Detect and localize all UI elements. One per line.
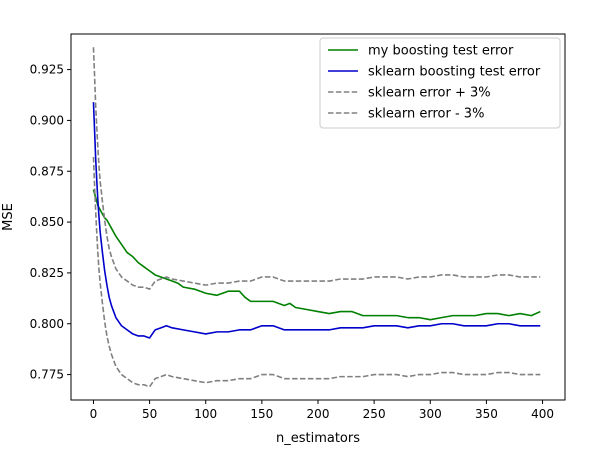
y-tick-label: 0.800 xyxy=(30,317,64,331)
legend-label-2: sklearn boosting test error xyxy=(368,65,541,80)
y-axis: 0.775 0.800 0.825 0.850 0.875 0.900 0.925 xyxy=(30,63,71,382)
y-tick-label: 0.925 xyxy=(30,63,64,77)
series-line-4 xyxy=(92,156,541,388)
series-line-3 xyxy=(92,47,541,290)
x-tick-label: 150 xyxy=(250,407,273,421)
y-tick-label: 0.900 xyxy=(30,113,64,127)
x-tick-label: 50 xyxy=(142,407,157,421)
legend-box xyxy=(319,37,561,129)
y-axis-label: MSE xyxy=(1,203,16,231)
y-tick-label: 0.850 xyxy=(30,215,64,229)
x-axis-label: n_estimators xyxy=(276,431,360,446)
x-tick-label: 0 xyxy=(90,407,98,421)
legend-label-4: sklearn error - 3% xyxy=(368,107,484,122)
x-axis: 0 50 100 150 200 250 300 350 400 xyxy=(90,400,554,421)
x-tick-label: 350 xyxy=(475,407,498,421)
x-tick-label: 100 xyxy=(194,407,217,421)
y-tick-label: 0.875 xyxy=(30,164,64,178)
y-tick-label: 0.775 xyxy=(30,368,64,382)
legend-label-1: my boosting test error xyxy=(368,44,514,59)
plot-series-group xyxy=(92,47,541,388)
series-line-1 xyxy=(92,189,541,321)
legend: my boosting test error sklearn boosting t… xyxy=(319,37,561,129)
series-line-2 xyxy=(92,102,541,339)
x-tick-label: 200 xyxy=(307,407,330,421)
x-tick-label: 250 xyxy=(363,407,386,421)
x-tick-label: 300 xyxy=(419,407,442,421)
y-tick-label: 0.825 xyxy=(30,266,64,280)
x-tick-label: 400 xyxy=(531,407,554,421)
legend-label-3: sklearn error + 3% xyxy=(368,86,491,101)
